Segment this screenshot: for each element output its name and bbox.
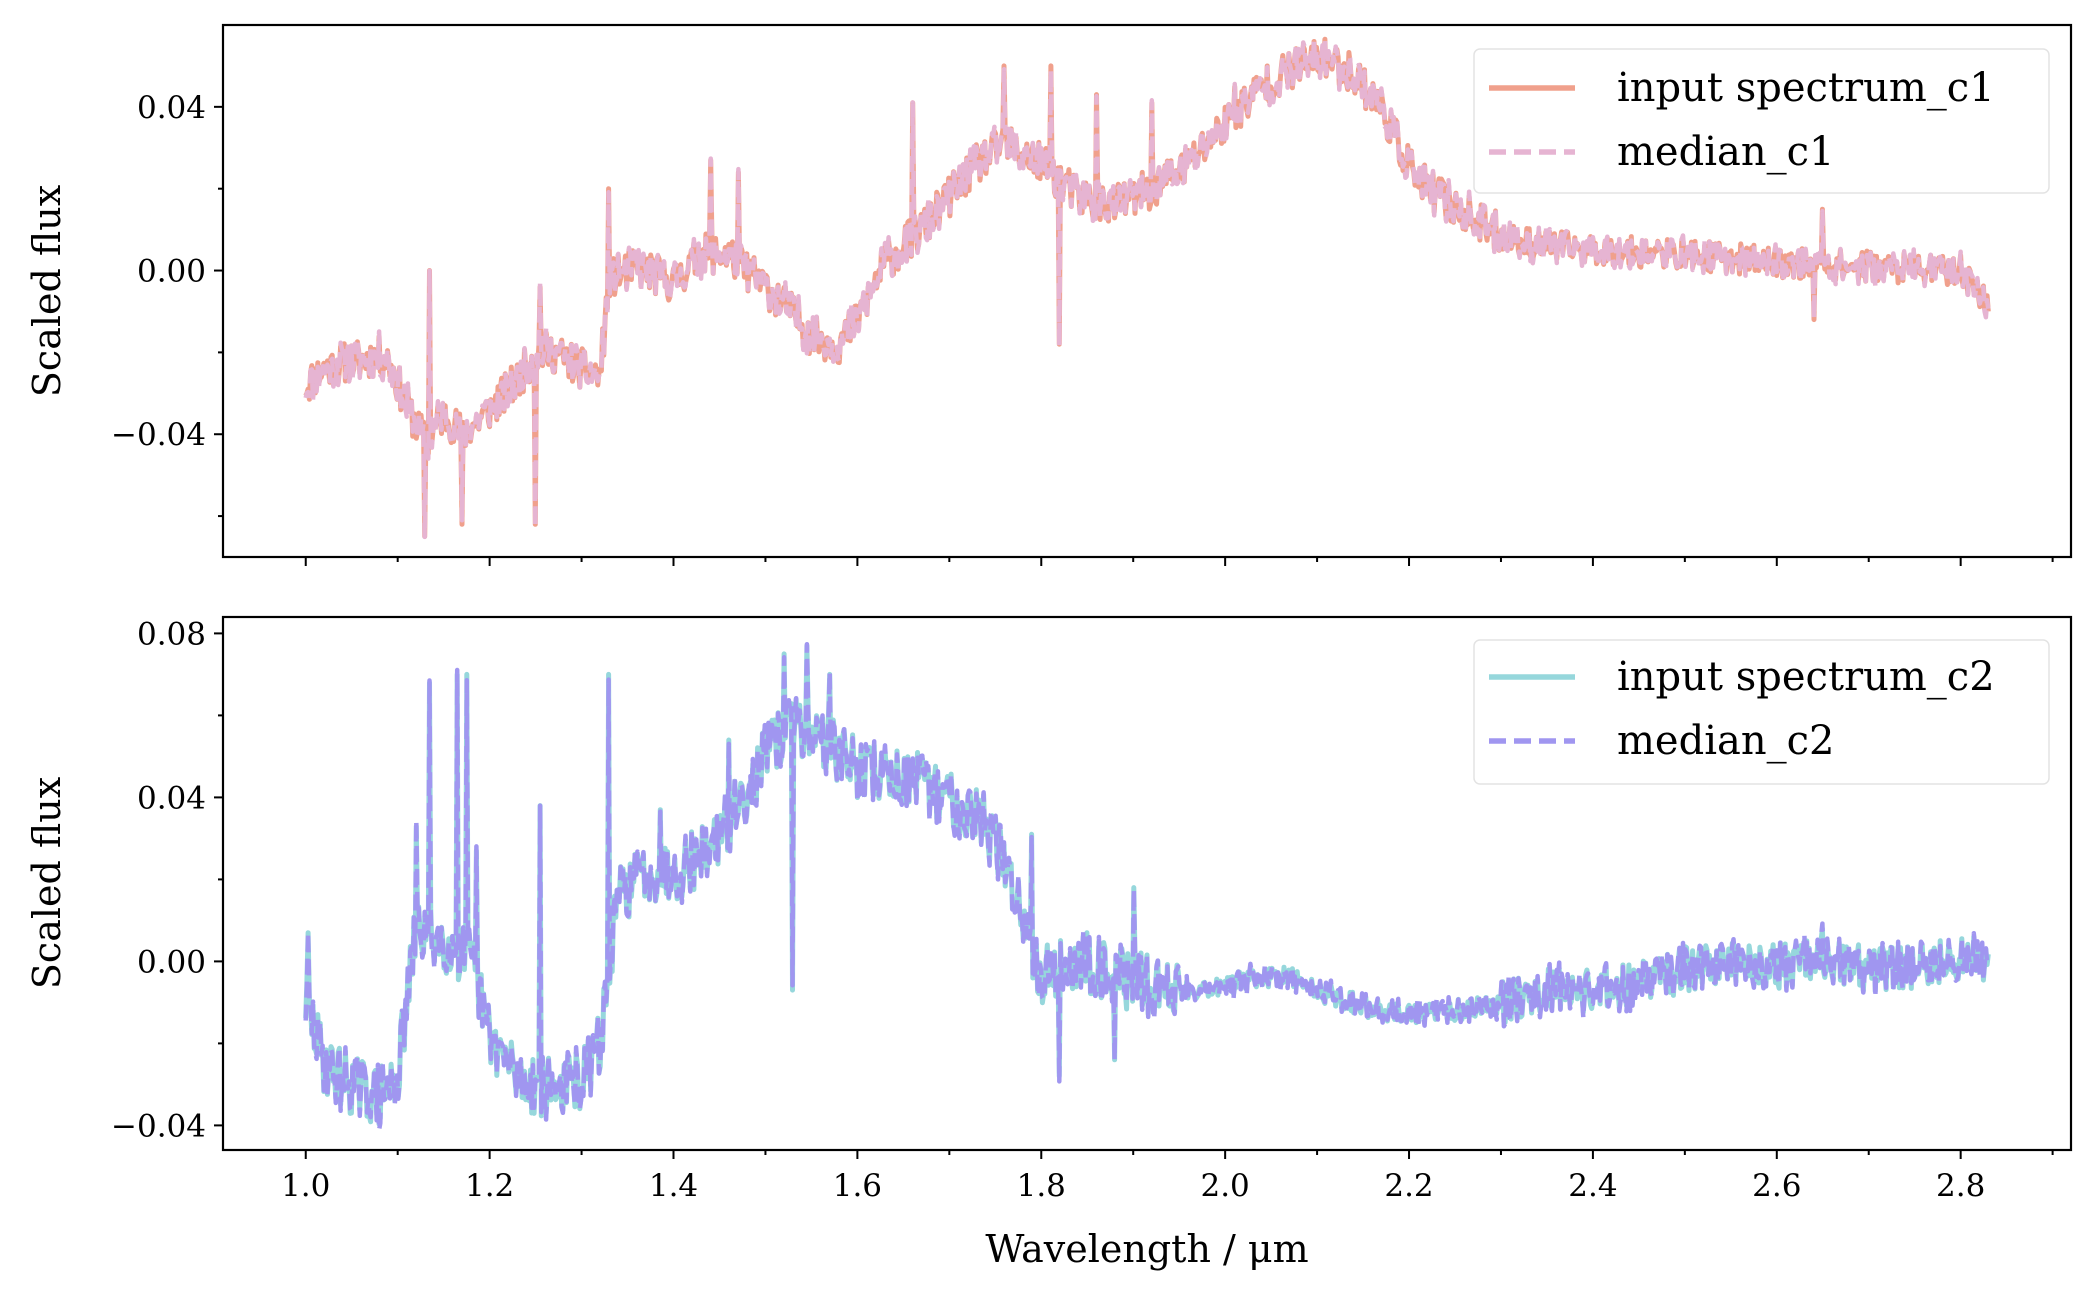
y-tick-label: 0.04 <box>137 90 206 126</box>
bottom-legend-label-input-spectrum: input spectrum_c2 <box>1617 654 1995 700</box>
x-axis-label: Wavelength / μm <box>985 1227 1308 1271</box>
x-tick-label: 2.2 <box>1384 1168 1433 1204</box>
top-y-ticks: −0.04 0.00 0.04 <box>111 90 223 518</box>
x-tick-label: 1.8 <box>1017 1168 1066 1204</box>
x-tick-label: 1.4 <box>649 1168 698 1204</box>
y-tick-label: 0.00 <box>137 254 206 290</box>
y-tick-label: 0.08 <box>137 616 206 652</box>
x-tick-label: 2.0 <box>1200 1168 1249 1204</box>
top-legend-label-input-spectrum: input spectrum_c1 <box>1617 65 1995 111</box>
x-tick-label: 1.0 <box>281 1168 330 1204</box>
bottom-legend-label-median: median_c2 <box>1617 718 1834 764</box>
x-tick-label: 1.6 <box>833 1168 882 1204</box>
top-legend-frame <box>1473 48 2050 194</box>
top-plot-frame <box>221 23 2073 559</box>
series-line-median-c1 <box>303 36 1991 540</box>
x-tick-label: 2.6 <box>1752 1168 1801 1204</box>
y-tick-label: 0.00 <box>137 944 206 980</box>
top-legend-label-median: median_c1 <box>1617 129 1834 175</box>
bottom-x-ticks: 1.0 1.2 1.4 1.6 1.8 2.0 2.2 2.4 2.6 2.8 <box>281 1150 2054 1204</box>
x-tick-label: 2.4 <box>1568 1168 1617 1204</box>
bottom-y-axis-label: Scaled flux <box>25 777 69 989</box>
y-tick-label: −0.04 <box>111 1108 206 1144</box>
top-series-layer <box>303 36 1991 540</box>
bottom-legend: input spectrum_c2 median_c2 <box>1473 639 2050 785</box>
bottom-plot-frame <box>221 615 2073 1152</box>
x-tick-label: 2.8 <box>1936 1168 1985 1204</box>
top-panel: −0.04 0.00 0.04 Scaled flux input spectrum… <box>25 23 2073 566</box>
bottom-y-ticks: −0.04 0.00 0.04 0.08 <box>111 616 223 1144</box>
y-tick-label: 0.04 <box>137 780 206 816</box>
top-y-axis-label: Scaled flux <box>25 185 69 397</box>
top-legend: input spectrum_c1 median_c1 <box>1473 48 2050 194</box>
bottom-panel: 1.0 1.2 1.4 1.6 1.8 2.0 2.2 2.4 2.6 2.8 −0.04 0.00… <box>25 615 2073 1204</box>
top-x-ticks <box>304 557 2054 566</box>
bottom-legend-frame <box>1473 639 2050 785</box>
y-tick-label: −0.04 <box>111 417 206 453</box>
bottom-series-layer <box>303 642 1991 1133</box>
series-line-median-c2 <box>303 642 1991 1133</box>
x-tick-label: 1.2 <box>465 1168 514 1204</box>
